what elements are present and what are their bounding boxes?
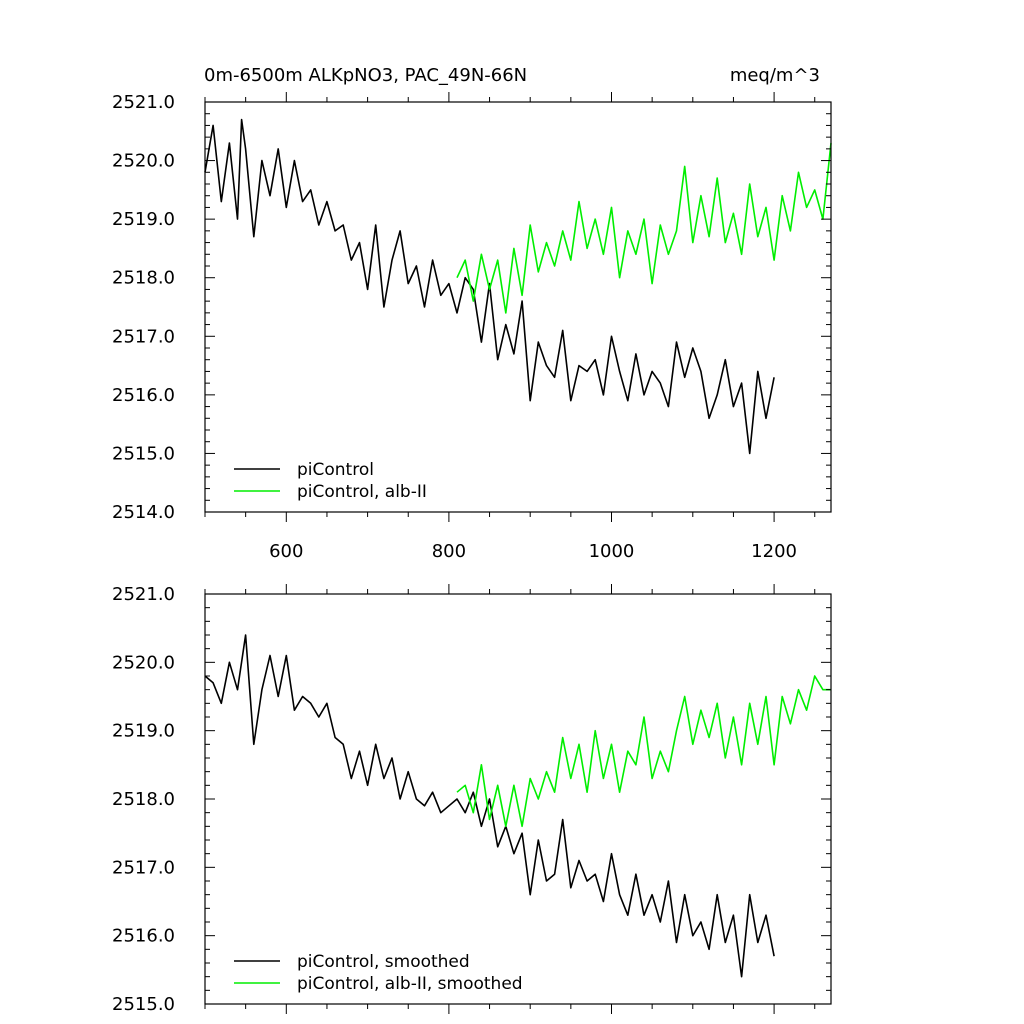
ytick-label: 2521.0 bbox=[112, 92, 175, 113]
xtick-label: 800 bbox=[432, 541, 466, 562]
legend-label-picontrol-smoothed: piControl, smoothed bbox=[297, 952, 470, 972]
ticks-bottom: 2515.0 2516.0 2517.0 2518.0 2519.0 2520.0 2521… bbox=[112, 584, 831, 1015]
ytick-label: 2519.0 bbox=[112, 209, 175, 230]
ytick-label: 2518.0 bbox=[112, 268, 175, 289]
ytick-label: 2520.0 bbox=[112, 652, 175, 673]
legend-bottom: piControl, smoothed piControl, alb-II, s… bbox=[234, 952, 523, 994]
plot-area-top bbox=[204, 118, 832, 455]
series-line-0-1 bbox=[456, 142, 832, 314]
ytick-label: 2516.0 bbox=[112, 385, 175, 406]
ytick-label: 2517.0 bbox=[112, 857, 175, 878]
ytick-label: 2516.0 bbox=[112, 926, 175, 947]
chart-title-right: meq/m^3 bbox=[730, 65, 820, 86]
legend-label-picontrol: piControl bbox=[297, 460, 374, 480]
series-line-0-0 bbox=[204, 118, 775, 455]
legend-top: piControl piControl, alb-II bbox=[234, 460, 427, 502]
ticks-top: 2514.0 2515.0 2516.0 2517.0 2518.0 2519.0 2520… bbox=[112, 92, 831, 562]
plot-area-bottom bbox=[204, 634, 831, 978]
legend-label-alb-ii: piControl, alb-II bbox=[297, 482, 427, 502]
xtick-label: 1200 bbox=[751, 541, 797, 562]
series-line-1-0 bbox=[204, 634, 775, 978]
series-line-1-1 bbox=[456, 675, 831, 828]
plot-frame-top bbox=[204, 101, 832, 513]
ytick-label: 2519.0 bbox=[112, 721, 175, 742]
ytick-label: 2515.0 bbox=[112, 994, 175, 1015]
ytick-label: 2521.0 bbox=[112, 584, 175, 605]
ytick-label: 2515.0 bbox=[112, 443, 175, 464]
ytick-label: 2514.0 bbox=[112, 502, 175, 523]
ytick-label: 2520.0 bbox=[112, 151, 175, 172]
xtick-label: 600 bbox=[269, 541, 303, 562]
chart-title-left: 0m-6500m ALKpNO3, PAC_49N-66N bbox=[204, 65, 527, 86]
legend-label-alb-ii-smoothed: piControl, alb-II, smoothed bbox=[297, 974, 523, 994]
ytick-label: 2518.0 bbox=[112, 789, 175, 810]
xtick-label: 1000 bbox=[589, 541, 635, 562]
panel-top: 0m-6500m ALKpNO3, PAC_49N-66N meq/m^3 25… bbox=[112, 65, 832, 562]
panel-bottom: 2515.0 2516.0 2517.0 2518.0 2519.0 2520.0 2521… bbox=[112, 584, 832, 1015]
ytick-label: 2517.0 bbox=[112, 326, 175, 347]
